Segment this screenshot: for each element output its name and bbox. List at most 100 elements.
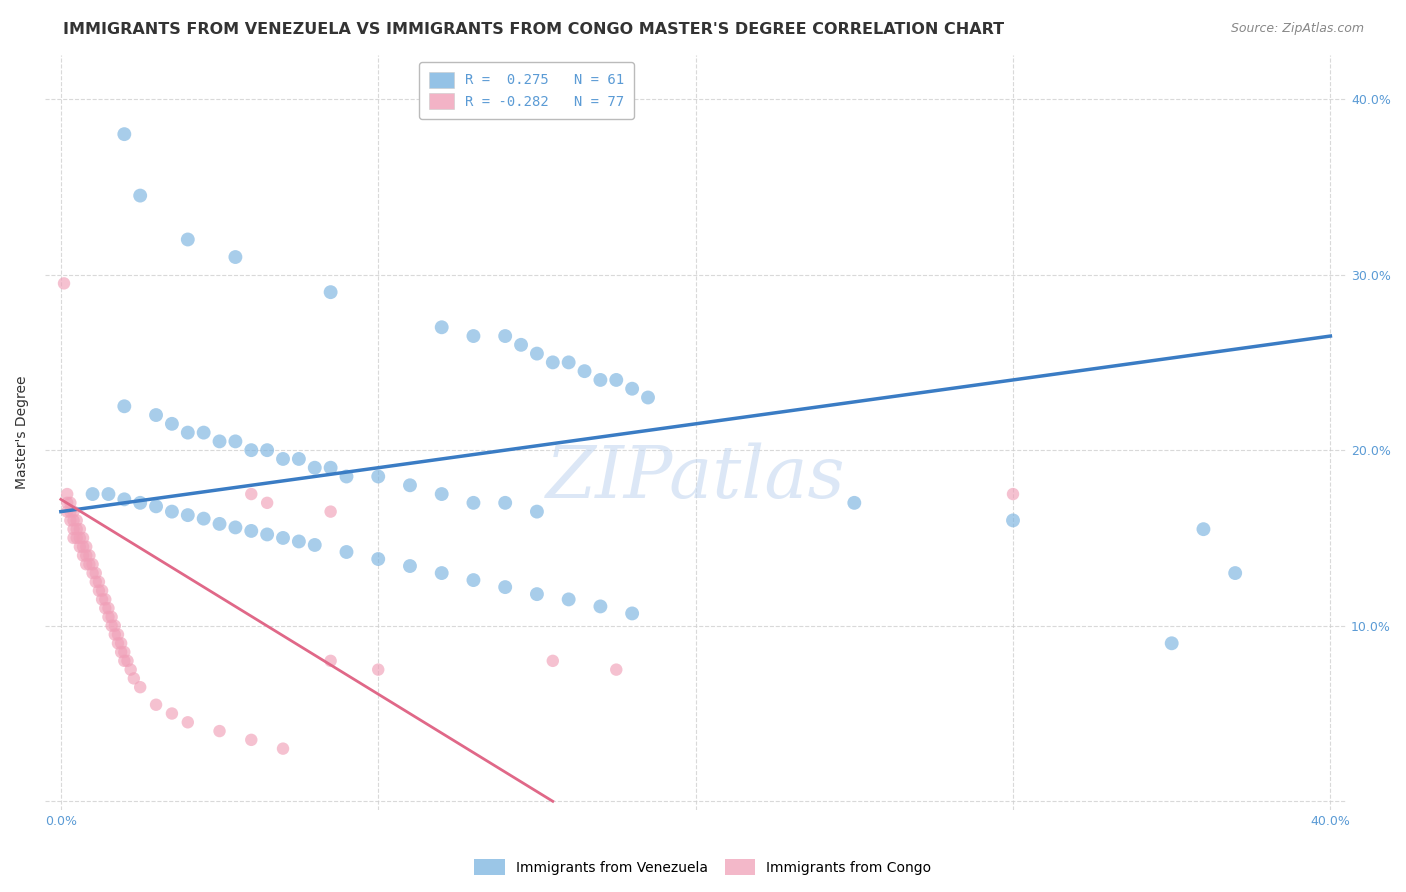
Point <box>240 524 263 538</box>
Point <box>100 618 122 632</box>
Point <box>62 505 84 519</box>
Point <box>160 505 183 519</box>
Point <box>69 540 91 554</box>
Point <box>1225 566 1247 580</box>
Point <box>82 566 104 580</box>
Point <box>112 492 135 507</box>
Point <box>541 654 564 668</box>
Point <box>399 478 422 492</box>
Point <box>335 469 357 483</box>
Point <box>399 559 422 574</box>
Point <box>75 558 97 572</box>
Point <box>129 496 152 510</box>
Point <box>66 522 89 536</box>
Point <box>177 425 200 440</box>
Legend: R =  0.275   N = 61, R = -0.282   N = 77: R = 0.275 N = 61, R = -0.282 N = 77 <box>419 62 634 120</box>
Point <box>494 580 516 594</box>
Point <box>160 417 183 431</box>
Point <box>56 505 79 519</box>
Point <box>541 355 564 369</box>
Point <box>145 500 167 514</box>
Point <box>177 232 200 246</box>
Point <box>319 460 342 475</box>
Point <box>1160 636 1182 650</box>
Point <box>79 558 101 572</box>
Point <box>69 522 91 536</box>
Point <box>72 531 94 545</box>
Point <box>66 531 89 545</box>
Point <box>122 672 145 686</box>
Point <box>304 538 326 552</box>
Point <box>367 663 389 677</box>
Point <box>319 285 342 300</box>
Point <box>526 346 548 360</box>
Text: IMMIGRANTS FROM VENEZUELA VS IMMIGRANTS FROM CONGO MASTER'S DEGREE CORRELATION C: IMMIGRANTS FROM VENEZUELA VS IMMIGRANTS … <box>63 22 1004 37</box>
Point <box>53 277 76 291</box>
Point <box>208 724 231 739</box>
Point <box>82 558 104 572</box>
Point <box>110 636 132 650</box>
Point <box>87 583 110 598</box>
Point <box>844 496 866 510</box>
Point <box>1001 513 1024 527</box>
Point <box>621 382 644 396</box>
Point <box>193 511 215 525</box>
Point <box>288 452 311 467</box>
Point <box>557 592 579 607</box>
Point <box>463 496 485 510</box>
Point <box>526 505 548 519</box>
Point <box>145 698 167 712</box>
Point <box>430 320 453 334</box>
Point <box>1001 487 1024 501</box>
Point <box>112 127 135 141</box>
Point <box>107 627 129 641</box>
Point <box>589 599 612 614</box>
Point <box>87 574 110 589</box>
Point <box>100 610 122 624</box>
Point <box>1192 522 1215 536</box>
Point <box>574 364 596 378</box>
Legend: Immigrants from Venezuela, Immigrants from Congo: Immigrants from Venezuela, Immigrants fr… <box>468 854 938 880</box>
Point <box>256 527 278 541</box>
Point <box>304 460 326 475</box>
Point <box>66 513 89 527</box>
Point <box>271 452 294 467</box>
Point <box>224 520 246 534</box>
Point <box>256 443 278 458</box>
Point <box>69 531 91 545</box>
Point <box>463 329 485 343</box>
Point <box>62 513 84 527</box>
Point <box>319 505 342 519</box>
Point <box>145 408 167 422</box>
Point <box>97 487 120 501</box>
Point <box>59 496 82 510</box>
Point <box>463 573 485 587</box>
Point <box>72 549 94 563</box>
Point <box>62 531 84 545</box>
Point <box>319 654 342 668</box>
Point <box>72 540 94 554</box>
Point <box>271 741 294 756</box>
Point <box>605 663 627 677</box>
Point <box>177 508 200 522</box>
Point <box>605 373 627 387</box>
Point <box>240 732 263 747</box>
Point <box>91 583 114 598</box>
Point <box>335 545 357 559</box>
Point <box>107 636 129 650</box>
Point <box>129 188 152 202</box>
Text: ZIPatlas: ZIPatlas <box>546 442 845 513</box>
Point <box>288 534 311 549</box>
Point <box>193 425 215 440</box>
Point <box>589 373 612 387</box>
Point <box>637 391 659 405</box>
Point <box>430 487 453 501</box>
Point <box>110 645 132 659</box>
Point <box>82 487 104 501</box>
Point <box>129 680 152 694</box>
Point <box>84 574 107 589</box>
Point <box>208 516 231 531</box>
Point <box>224 250 246 264</box>
Point <box>94 601 117 615</box>
Point <box>120 663 142 677</box>
